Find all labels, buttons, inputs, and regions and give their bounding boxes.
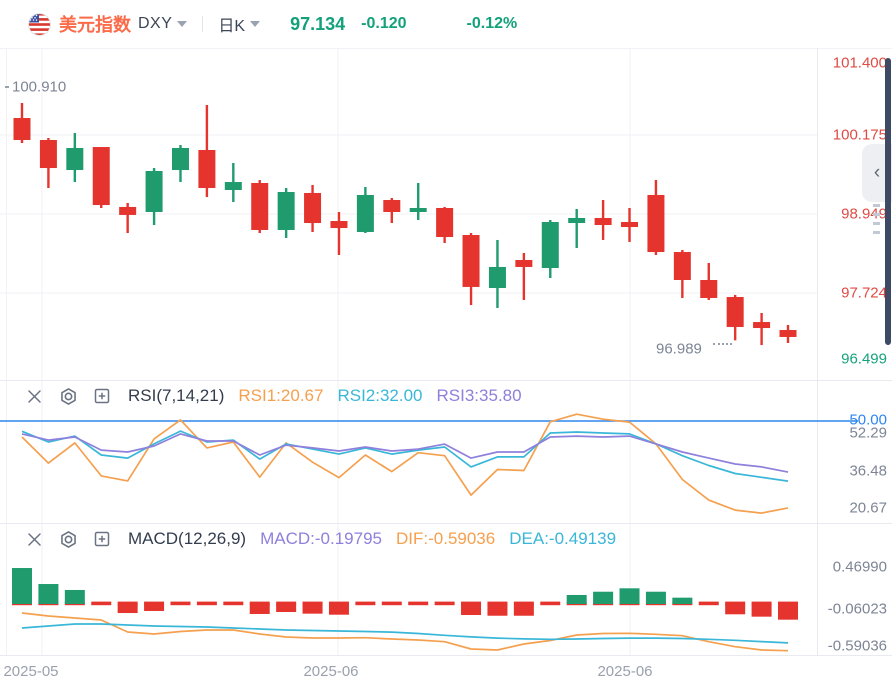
drag-handle-dots[interactable] bbox=[873, 204, 880, 240]
chart-header: 美元指数 DXY 日K 97.134 -0.120 -0.12% bbox=[0, 0, 892, 48]
rsi-title: RSI(7,14,21) bbox=[128, 386, 225, 405]
chevron-down-icon[interactable] bbox=[177, 21, 188, 27]
close-icon[interactable] bbox=[24, 386, 44, 406]
price-change-percent: -0.12% bbox=[466, 15, 518, 32]
us-flag-icon bbox=[28, 12, 51, 36]
dea-value: DEA:-0.49139 bbox=[509, 529, 617, 548]
expand-icon[interactable] bbox=[92, 529, 112, 549]
symbol-code[interactable]: DXY bbox=[138, 15, 173, 32]
price-change: -0.120 bbox=[361, 15, 407, 32]
dotted-leader bbox=[713, 343, 732, 345]
chevron-down-icon[interactable] bbox=[250, 21, 261, 27]
settings-icon[interactable] bbox=[58, 529, 78, 549]
macd-title: MACD(12,26,9) bbox=[128, 529, 247, 548]
macd-panel-header: MACD(12,26,9) MACD:-0.19795 DIF:-0.59036… bbox=[0, 526, 616, 552]
period-selector[interactable]: 日K bbox=[218, 18, 246, 35]
close-icon[interactable] bbox=[24, 529, 44, 549]
scrollbar[interactable] bbox=[885, 58, 891, 345]
rsi2-value: RSI2:32.00 bbox=[337, 386, 423, 405]
last-price: 97.134 bbox=[290, 13, 346, 34]
marker-dash bbox=[5, 86, 9, 88]
rsi-panel-header: RSI(7,14,21) RSI1:20.67 RSI2:32.00 RSI3:… bbox=[0, 383, 522, 409]
dif-value: DIF:-0.59036 bbox=[396, 529, 496, 548]
rsi3-value: RSI3:35.80 bbox=[436, 386, 522, 405]
settings-icon[interactable] bbox=[58, 386, 78, 406]
expand-icon[interactable] bbox=[92, 386, 112, 406]
divider bbox=[202, 16, 204, 32]
symbol-name[interactable]: 美元指数 bbox=[59, 15, 131, 35]
macd-value: MACD:-0.19795 bbox=[260, 529, 382, 548]
rsi1-value: RSI1:20.67 bbox=[238, 386, 324, 405]
